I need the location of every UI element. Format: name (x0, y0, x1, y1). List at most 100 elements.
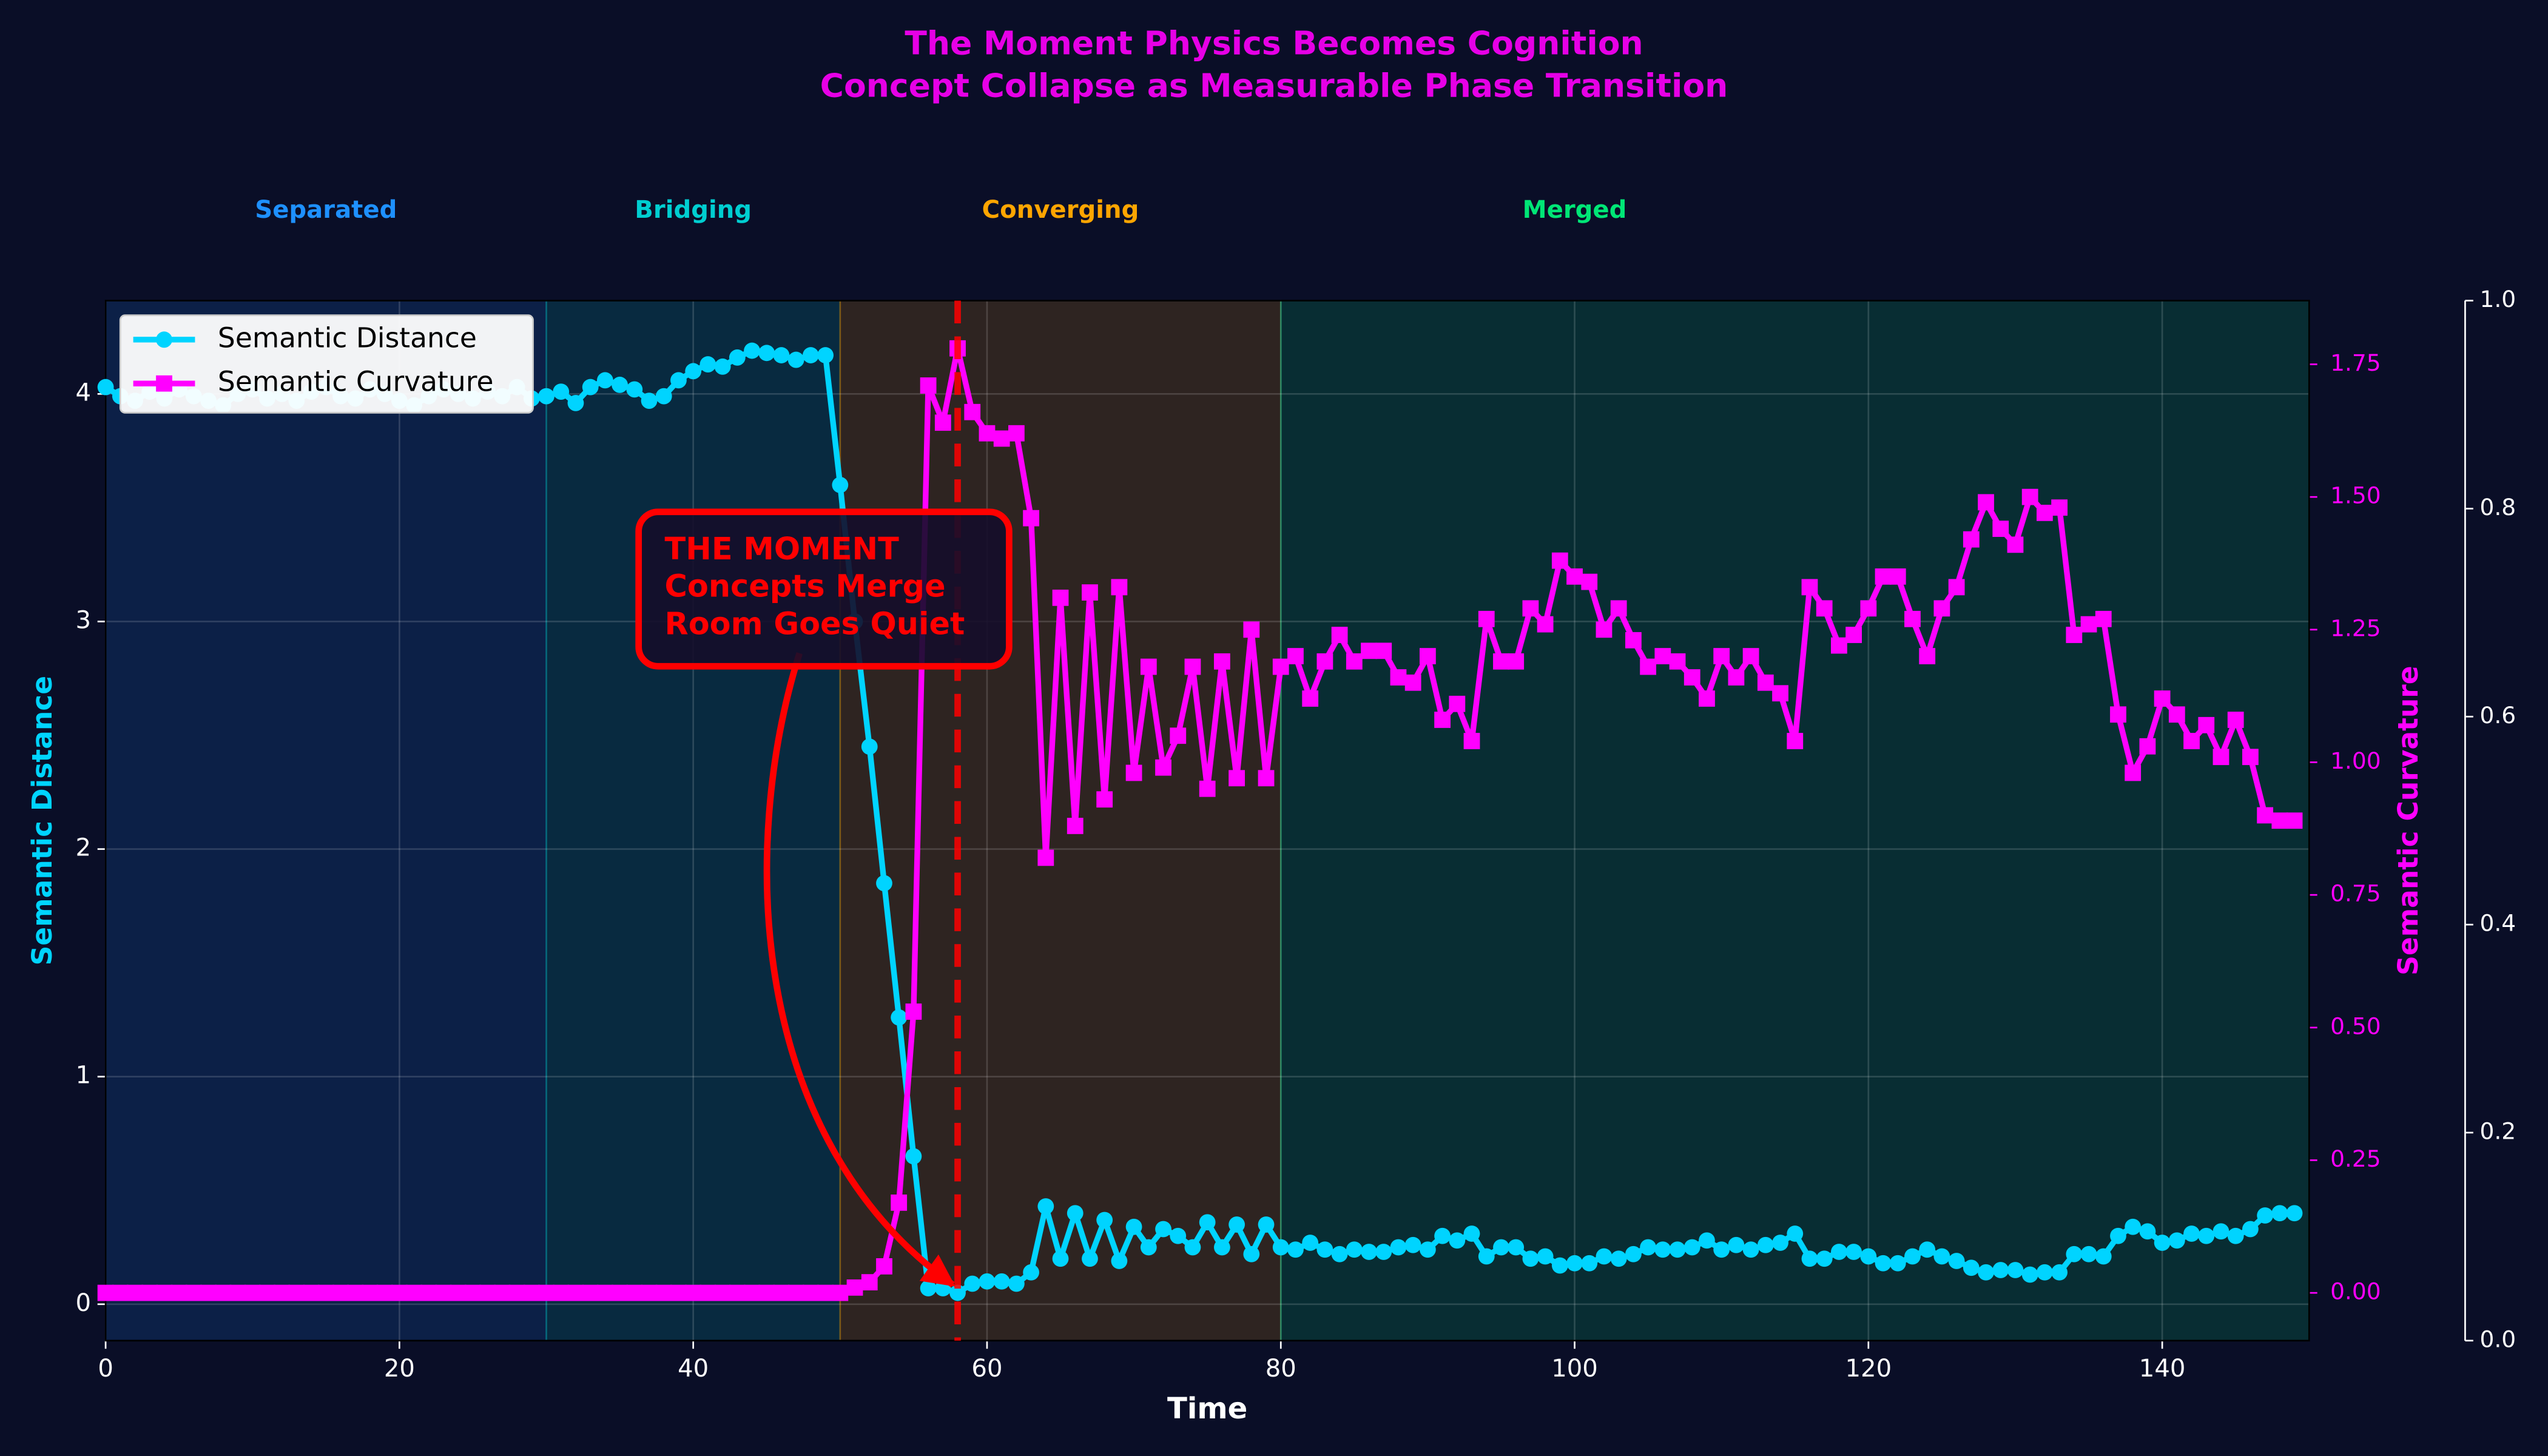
data-point (1801, 579, 1818, 596)
data-point (979, 425, 996, 442)
data-point (993, 1273, 1010, 1290)
data-point (1404, 674, 1421, 691)
data-point (2051, 1264, 2068, 1281)
data-point (1596, 621, 1613, 638)
data-point (2021, 488, 2038, 505)
y-tick-label: 0 (75, 1289, 91, 1317)
data-point (949, 1284, 966, 1301)
data-point (891, 1009, 908, 1026)
data-point (1155, 1221, 1171, 1238)
data-point (920, 1280, 937, 1296)
data-point (1478, 1248, 1495, 1265)
data-point (1522, 600, 1539, 617)
data-point (97, 379, 114, 396)
data-point (1904, 610, 1921, 627)
data-point (1493, 1239, 1509, 1256)
data-point (2198, 716, 2215, 733)
data-point (1302, 690, 1319, 707)
data-point (1082, 1250, 1098, 1267)
data-point (1420, 648, 1436, 664)
y-tick-label: 4 (75, 379, 91, 406)
data-point (758, 1284, 775, 1301)
data-point (1052, 1250, 1069, 1267)
data-point (993, 430, 1010, 447)
phase-label: Separated (255, 196, 397, 224)
legend-marker (156, 375, 172, 392)
data-point (1699, 690, 1715, 707)
data-point (685, 1284, 702, 1301)
data-point (1375, 642, 1392, 659)
data-point (1654, 1241, 1671, 1258)
data-point (861, 738, 878, 755)
data-point (1155, 759, 1171, 776)
data-point (1037, 1198, 1054, 1215)
data-point (1992, 1262, 2009, 1278)
data-point (2183, 733, 2200, 749)
data-point (259, 1284, 275, 1301)
data-point (1904, 1248, 1921, 1265)
data-point (1493, 653, 1509, 670)
data-point (2227, 712, 2244, 728)
data-point (1170, 1227, 1187, 1244)
y2-tick-label: 0.50 (2330, 1013, 2381, 1039)
y-tick-label: 2 (75, 834, 91, 862)
data-point (1331, 627, 1348, 643)
data-point (1184, 658, 1201, 675)
data-point (1316, 1241, 1333, 1258)
data-point (1449, 1232, 1466, 1249)
data-point (1816, 1250, 1833, 1267)
data-point (744, 1284, 760, 1301)
annotation-text: THE MOMENT (665, 531, 900, 567)
data-point (1933, 600, 1950, 617)
data-point (2080, 1245, 2097, 1262)
data-point (1889, 1255, 1906, 1272)
data-point (1287, 648, 1304, 664)
data-point (1052, 589, 1069, 606)
data-point (1508, 653, 1525, 670)
data-point (156, 1284, 173, 1301)
data-point (1889, 568, 1906, 585)
data-point (1111, 579, 1128, 596)
data-point (1537, 1248, 1554, 1265)
phase-region (1281, 300, 2310, 1341)
data-point (1787, 733, 1804, 749)
data-point (1008, 1275, 1025, 1292)
data-point (2095, 610, 2112, 627)
data-point (626, 381, 643, 398)
data-point (1199, 780, 1216, 797)
y2-tick-label: 0.75 (2330, 880, 2381, 907)
data-point (1361, 1244, 1377, 1260)
data-point (2183, 1225, 2200, 1242)
data-point (1420, 1241, 1436, 1258)
data-point (2198, 1227, 2215, 1244)
x-tick-label: 80 (1266, 1355, 1296, 1383)
data-point (1140, 658, 1157, 675)
data-point (773, 347, 790, 363)
data-point (964, 403, 981, 420)
y2-tick-label: 1.25 (2330, 615, 2381, 641)
data-point (1845, 627, 1862, 643)
phase-label: Merged (1523, 196, 1627, 224)
data-point (1346, 1241, 1363, 1258)
data-point (876, 1258, 892, 1275)
data-point (744, 342, 760, 359)
data-point (773, 1284, 790, 1301)
data-point (2110, 1227, 2126, 1244)
data-point (1728, 669, 1745, 686)
data-point (1082, 584, 1098, 601)
x-tick-label: 60 (971, 1355, 1002, 1383)
data-point (787, 1284, 804, 1301)
data-point (641, 1284, 658, 1301)
data-point (2257, 807, 2273, 824)
y-axis-label: Semantic Distance (26, 676, 58, 966)
data-point (1610, 600, 1627, 617)
data-point (435, 1284, 452, 1301)
data-point (1170, 727, 1187, 744)
data-point (479, 1284, 496, 1301)
data-point (2286, 812, 2303, 829)
y3-tick-label: 0.6 (2480, 702, 2516, 729)
legend-box (119, 314, 534, 414)
data-point (523, 1284, 540, 1301)
data-point (2154, 1235, 2171, 1251)
